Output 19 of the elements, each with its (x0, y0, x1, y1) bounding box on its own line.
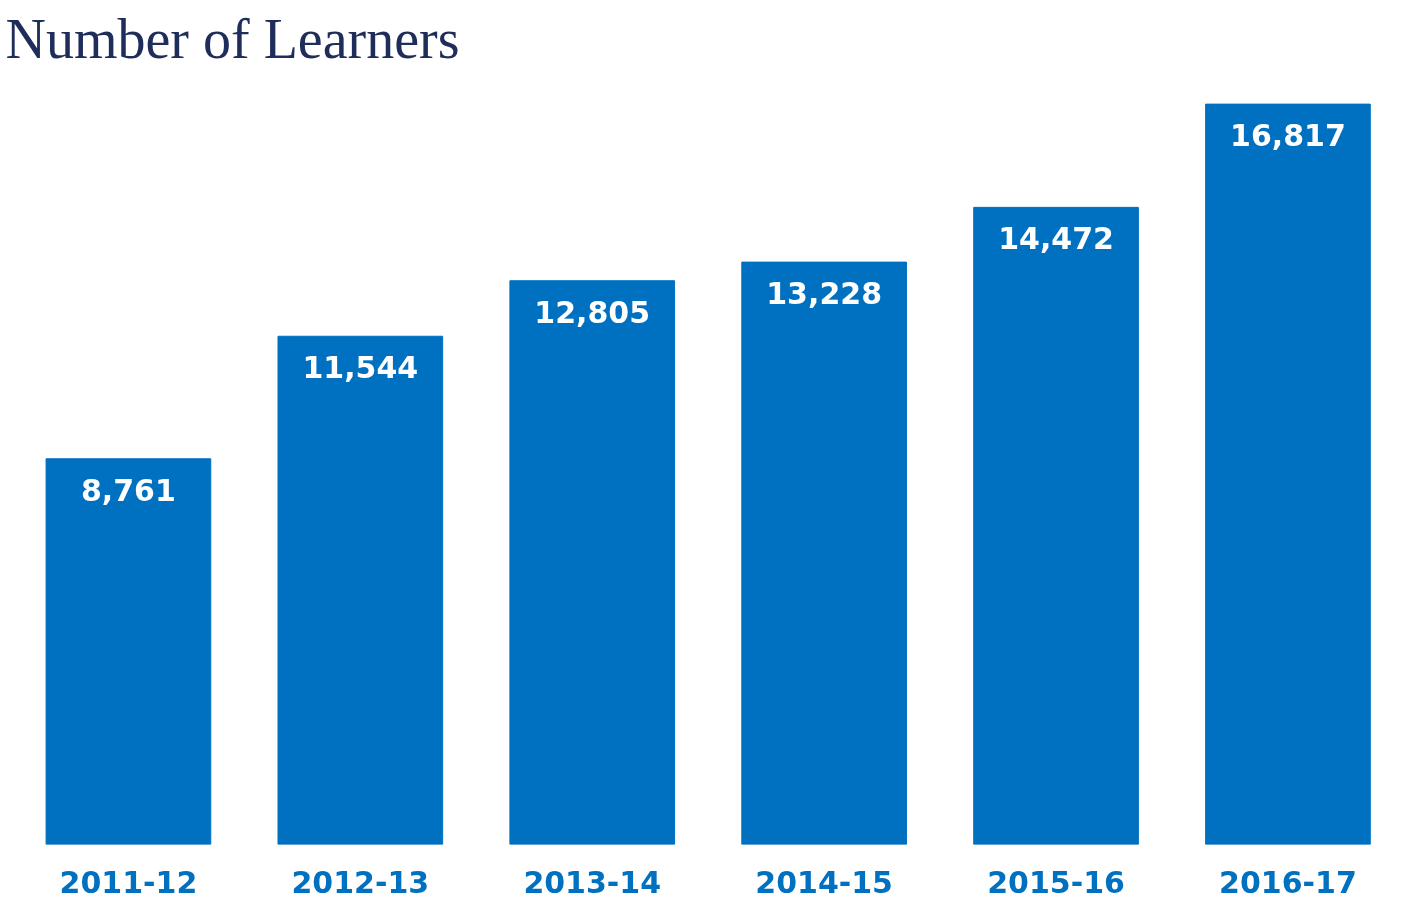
x-tick-label: 2012-13 (291, 864, 430, 900)
data-label: 8,761 (80, 472, 176, 508)
x-tick-label: 2011-12 (59, 864, 198, 900)
data-label: 11,544 (302, 350, 419, 386)
chart-title: Number of Learners (5, 7, 460, 70)
bar (277, 335, 444, 845)
data-label: 14,472 (998, 221, 1114, 257)
bar (509, 280, 676, 845)
bar (973, 206, 1139, 845)
bar (45, 458, 212, 845)
data-label: 16,817 (1230, 118, 1346, 154)
x-tick-label: 2014-15 (755, 864, 893, 900)
bar (1205, 103, 1371, 845)
x-tick-label: 2013-14 (523, 864, 662, 900)
x-tick-label: 2015-16 (987, 864, 1125, 900)
data-label: 12,805 (534, 294, 651, 330)
x-tick-label: 2016-17 (1219, 864, 1357, 900)
bar (741, 261, 907, 845)
data-label: 13,228 (766, 276, 883, 312)
